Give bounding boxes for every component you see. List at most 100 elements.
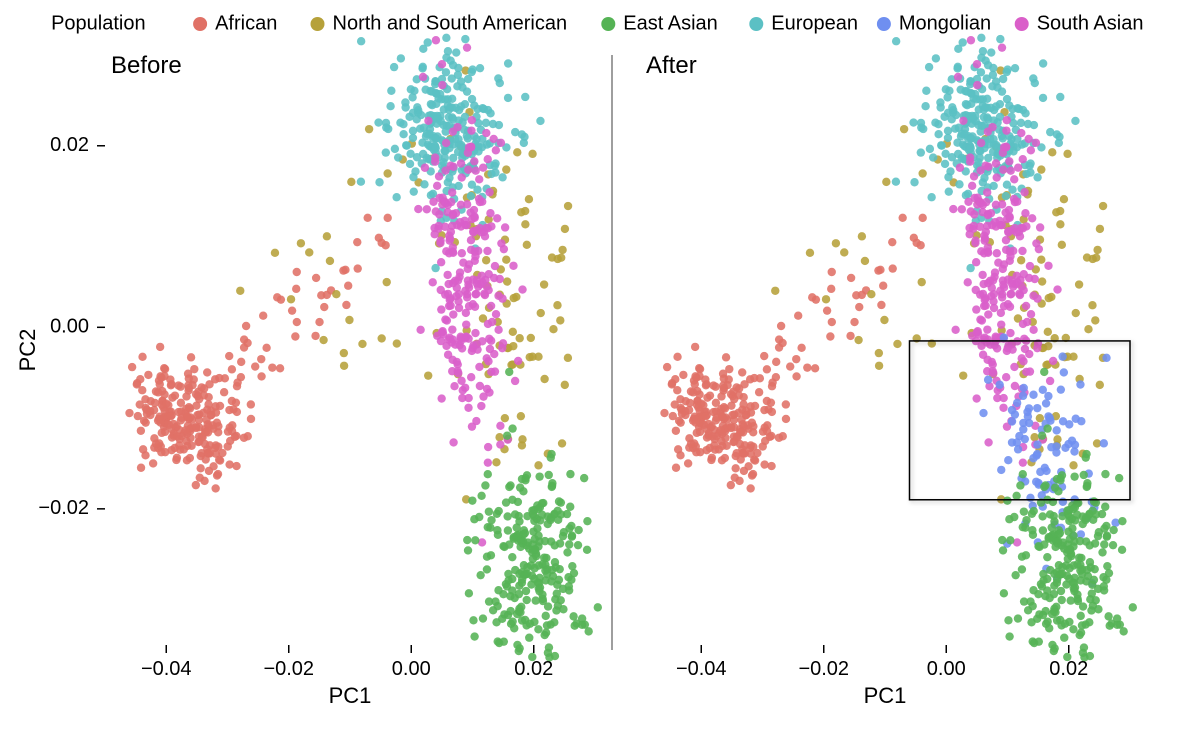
data-point [1037,256,1045,264]
data-point [510,533,518,541]
data-point [207,411,215,419]
data-point [875,349,883,357]
data-point [1066,596,1074,604]
data-point [517,412,525,420]
data-point [749,443,757,451]
data-point [463,87,471,95]
data-point [966,80,974,88]
data-point [738,368,746,376]
data-point [566,503,574,511]
data-point [382,148,390,156]
data-point [242,322,250,330]
data-point [534,461,542,469]
data-point [486,209,494,217]
data-point [429,278,437,286]
data-point [1103,532,1111,540]
data-point [484,523,492,531]
data-point [486,345,494,353]
data-point [566,470,574,478]
data-point [936,103,944,111]
data-point [133,380,141,388]
data-point [494,326,502,334]
data-point [444,280,452,288]
x-tick-label: −0.02 [798,658,849,680]
data-point [520,139,528,147]
data-point [268,363,276,371]
data-point [909,118,917,126]
data-point [686,399,694,407]
data-point [190,365,198,373]
data-point [996,35,1004,43]
data-point [1051,543,1059,551]
data-point [944,127,952,135]
data-point [503,277,511,285]
data-point [1109,541,1117,549]
data-point [972,394,980,402]
data-point [438,328,446,336]
data-point [501,414,509,422]
data-point [442,139,450,147]
data-point [691,372,699,380]
data-point [225,352,233,360]
data-point [472,135,480,143]
data-point [401,103,409,111]
data-point [432,144,440,152]
data-point [413,103,421,111]
data-point [484,320,492,328]
data-point [978,122,986,130]
data-point [557,253,565,261]
data-point [1038,431,1046,439]
data-point [803,363,811,371]
data-point [288,306,296,314]
data-point [1004,456,1012,464]
data-point [867,290,875,298]
data-point [1045,294,1053,302]
data-point [458,249,466,257]
data-point [1034,590,1042,598]
data-point [574,526,582,534]
data-point [470,632,478,640]
data-point [1008,406,1016,414]
data-point [541,566,549,574]
data-point [879,282,887,290]
data-point [262,344,270,352]
data-point [443,271,451,279]
data-point [673,353,681,361]
data-point [998,200,1006,208]
data-point [237,358,245,366]
data-point [1080,643,1088,651]
data-point [1082,514,1090,522]
data-point [1053,435,1061,443]
data-point [484,155,492,163]
data-point [971,236,979,244]
data-point [720,403,728,411]
data-point [1053,285,1061,293]
data-point [540,280,548,288]
data-point [767,462,775,470]
data-point [832,239,840,247]
data-point [220,388,228,396]
data-point [1039,386,1047,394]
data-point [892,178,900,186]
data-point [523,241,531,249]
data-point [491,262,499,270]
data-point [778,339,786,347]
data-point [1002,236,1010,244]
data-point [1002,126,1010,134]
data-point [492,458,500,466]
data-point [444,335,452,343]
data-point [984,438,992,446]
data-point [345,316,353,324]
data-point [768,408,776,416]
data-point [1088,581,1096,589]
data-point [375,234,383,242]
data-point [1033,404,1041,412]
data-point [538,499,546,507]
data-point [1004,275,1012,283]
data-point [1047,523,1055,531]
data-point [323,232,331,240]
data-point [1000,283,1008,291]
data-point [679,371,687,379]
data-point [406,150,414,158]
data-point [518,130,526,138]
